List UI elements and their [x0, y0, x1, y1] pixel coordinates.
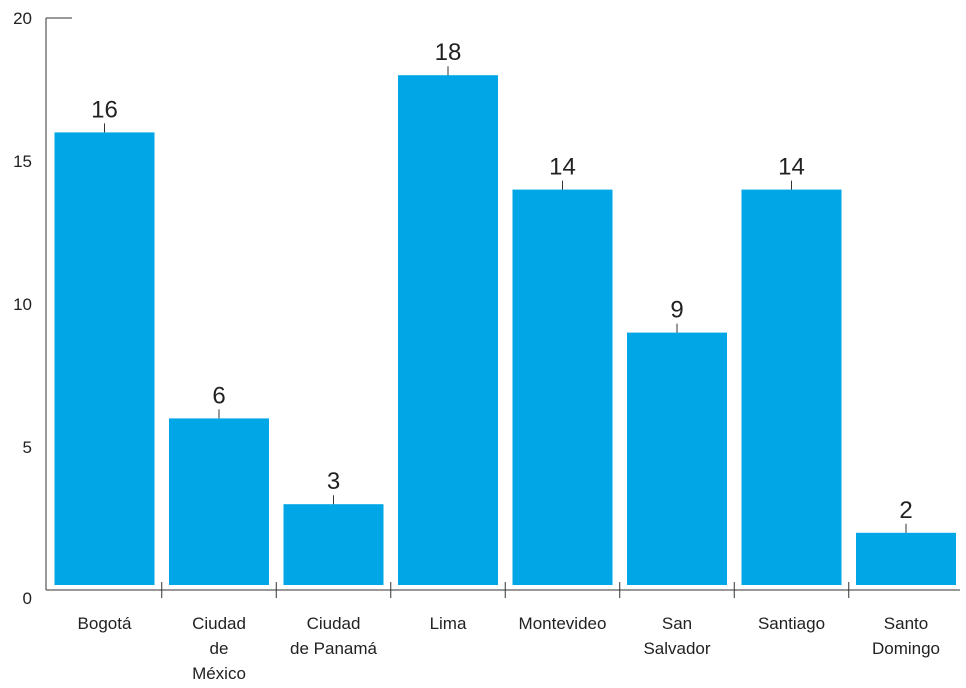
value-labels: 16 6 3 18 14 9 14 2 — [91, 39, 913, 533]
x-tick-label: Ciudad de México — [192, 614, 246, 683]
y-tick-label: 20 — [13, 9, 32, 28]
bars — [54, 75, 956, 585]
y-tick-label: 5 — [23, 438, 32, 457]
y-tick-label: 15 — [13, 152, 32, 171]
x-tick-label: Ciudad de Panamá — [290, 614, 377, 658]
category-labels: Bogotá Ciudad de México Ciudad de Panamá Lima M… — [78, 614, 940, 683]
x-tick-label: Lima — [430, 614, 467, 633]
x-tick-label: Santo Domingo — [872, 614, 940, 658]
y-tick-label: 10 — [13, 295, 32, 314]
x-tick-label: San Salvador — [643, 614, 710, 658]
data-label: 18 — [435, 39, 462, 66]
data-label: 16 — [91, 96, 118, 123]
bar — [169, 418, 269, 585]
x-axis — [46, 582, 960, 598]
data-label: 2 — [899, 497, 912, 524]
data-label: 6 — [212, 382, 225, 409]
data-label: 14 — [778, 154, 805, 181]
bar — [512, 189, 613, 585]
data-label: 14 — [549, 154, 576, 181]
bar — [283, 504, 384, 585]
y-tick-label: 0 — [23, 589, 32, 608]
data-label: 9 — [670, 297, 683, 324]
x-tick-label: Santiago — [758, 614, 825, 633]
bar — [54, 132, 155, 585]
bar — [398, 75, 498, 585]
bar — [856, 532, 956, 585]
bar — [627, 332, 727, 585]
x-tick-label: Bogotá — [78, 614, 132, 633]
data-label: 3 — [327, 468, 340, 495]
x-tick-label: Montevideo — [519, 614, 607, 633]
bar — [741, 189, 842, 585]
y-axis: 0 5 10 15 20 — [13, 9, 72, 608]
